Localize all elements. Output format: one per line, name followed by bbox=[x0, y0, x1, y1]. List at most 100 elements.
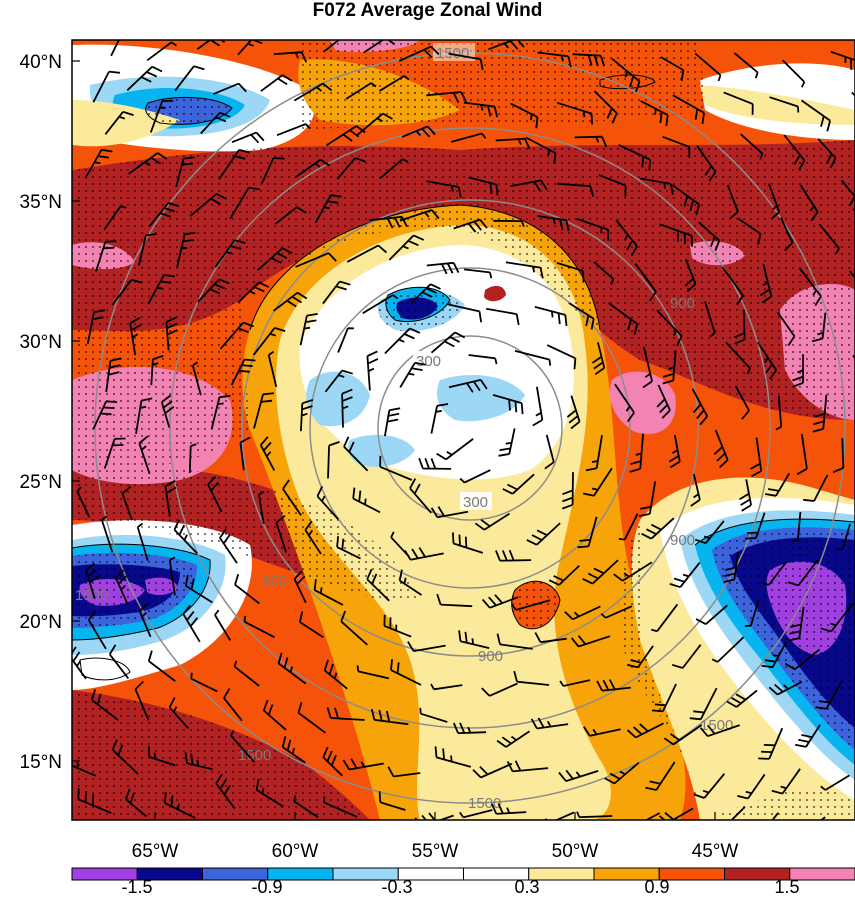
wind-barb bbox=[668, 434, 681, 469]
wind-barb bbox=[399, 361, 426, 388]
wind-barb bbox=[566, 395, 581, 430]
wind-barb bbox=[86, 309, 105, 345]
wind-barb bbox=[149, 100, 174, 133]
wind-barb bbox=[207, 475, 223, 513]
wind-barb bbox=[452, 722, 487, 735]
wind-barb bbox=[463, 101, 499, 118]
field-yellow bbox=[700, 85, 855, 125]
range-label-900-left: 900 bbox=[262, 573, 287, 590]
wind-barb bbox=[77, 788, 112, 814]
wind-barb bbox=[495, 549, 532, 562]
wind-barb bbox=[233, 660, 260, 687]
wind-barb bbox=[796, 433, 808, 475]
wind-barb bbox=[840, 179, 855, 211]
wind-barb bbox=[134, 680, 150, 721]
wind-barb bbox=[696, 145, 717, 182]
wind-barb bbox=[356, 665, 390, 680]
wind-barb bbox=[663, 724, 703, 746]
wind-barb bbox=[275, 514, 287, 553]
wind-barb bbox=[548, 564, 580, 586]
wind-barb bbox=[200, 111, 231, 135]
wind-barb bbox=[458, 630, 490, 649]
wind-barb bbox=[496, 633, 533, 650]
wind-barb bbox=[695, 520, 725, 545]
wind-barb bbox=[108, 644, 130, 680]
wind-barb bbox=[556, 262, 585, 282]
wind-barb bbox=[398, 45, 440, 62]
wind-barb bbox=[398, 569, 422, 596]
wind-barb bbox=[426, 180, 462, 198]
wind-barb bbox=[781, 59, 806, 88]
lat-label: 40°N bbox=[20, 52, 62, 73]
lon-label: 50°W bbox=[552, 841, 599, 862]
wind-barb bbox=[191, 361, 202, 396]
wind-barb bbox=[404, 547, 444, 561]
wind-barb bbox=[775, 395, 783, 431]
wind-barb bbox=[92, 400, 118, 430]
wind-barb bbox=[84, 148, 113, 179]
longitude-labels: 65°W 60°W 55°W 50°W 45°W bbox=[132, 841, 739, 862]
wind-barb bbox=[788, 606, 805, 642]
wind-barb bbox=[147, 274, 175, 305]
wind-barb bbox=[608, 302, 639, 335]
wind-barb bbox=[651, 603, 679, 633]
wind-barb bbox=[323, 40, 356, 53]
wind-barb bbox=[366, 350, 379, 391]
lon-label: 55°W bbox=[412, 841, 459, 862]
wind-barb bbox=[327, 441, 340, 479]
wind-barb bbox=[459, 469, 491, 484]
wind-barb bbox=[188, 443, 197, 473]
wind-barb bbox=[197, 278, 230, 303]
wind-barb bbox=[762, 562, 787, 586]
wind-barb bbox=[105, 357, 122, 393]
wind-barb bbox=[103, 205, 127, 231]
wind-barb bbox=[76, 486, 91, 518]
wind-barb bbox=[576, 218, 610, 241]
wind-barb bbox=[293, 795, 319, 819]
wind-barb bbox=[378, 75, 410, 92]
wind-barb bbox=[534, 632, 567, 644]
wind-barb bbox=[111, 278, 143, 306]
wind-barb bbox=[95, 240, 117, 272]
wind-barb bbox=[830, 50, 855, 70]
wind-barb bbox=[634, 263, 657, 302]
wind-barb bbox=[723, 91, 754, 115]
wind-barb bbox=[366, 568, 390, 602]
wind-barb bbox=[72, 761, 97, 777]
wind-barb bbox=[671, 184, 700, 216]
wind-barb bbox=[570, 635, 611, 648]
field-darkred bbox=[484, 285, 506, 302]
range-label-1500-west: 1500 bbox=[75, 587, 108, 604]
wind-barb bbox=[230, 729, 256, 763]
wind-barb bbox=[626, 722, 664, 739]
wind-barb bbox=[163, 792, 196, 819]
wind-barb bbox=[434, 746, 472, 768]
wind-barb bbox=[262, 699, 287, 731]
colorbar-label: 0.3 bbox=[514, 877, 539, 897]
wind-barb bbox=[147, 650, 176, 682]
wind-barb bbox=[463, 268, 493, 279]
wind-barb bbox=[638, 481, 657, 517]
wind-barb bbox=[304, 520, 322, 555]
wind-barb bbox=[506, 760, 549, 773]
wind-barb bbox=[598, 174, 627, 197]
wind-barb bbox=[370, 708, 409, 726]
wind-barb bbox=[346, 244, 388, 263]
wind-barb bbox=[645, 761, 676, 791]
wind-barb bbox=[556, 101, 593, 125]
wind-barb bbox=[820, 602, 854, 633]
lon-label: 65°W bbox=[132, 841, 179, 862]
wind-barb bbox=[644, 812, 661, 820]
wind-barb bbox=[771, 812, 779, 820]
wind-barb bbox=[690, 473, 701, 507]
wind-barb bbox=[91, 689, 119, 721]
wind-barb bbox=[274, 206, 307, 225]
lat-label: 30°N bbox=[20, 332, 62, 353]
wind-barb bbox=[363, 40, 402, 54]
wind-barb bbox=[336, 157, 366, 180]
wind-barb bbox=[237, 281, 270, 304]
wind-barb bbox=[659, 223, 693, 247]
wind-barb bbox=[121, 485, 133, 521]
wind-barb bbox=[409, 478, 432, 514]
wind-barb bbox=[662, 135, 691, 158]
